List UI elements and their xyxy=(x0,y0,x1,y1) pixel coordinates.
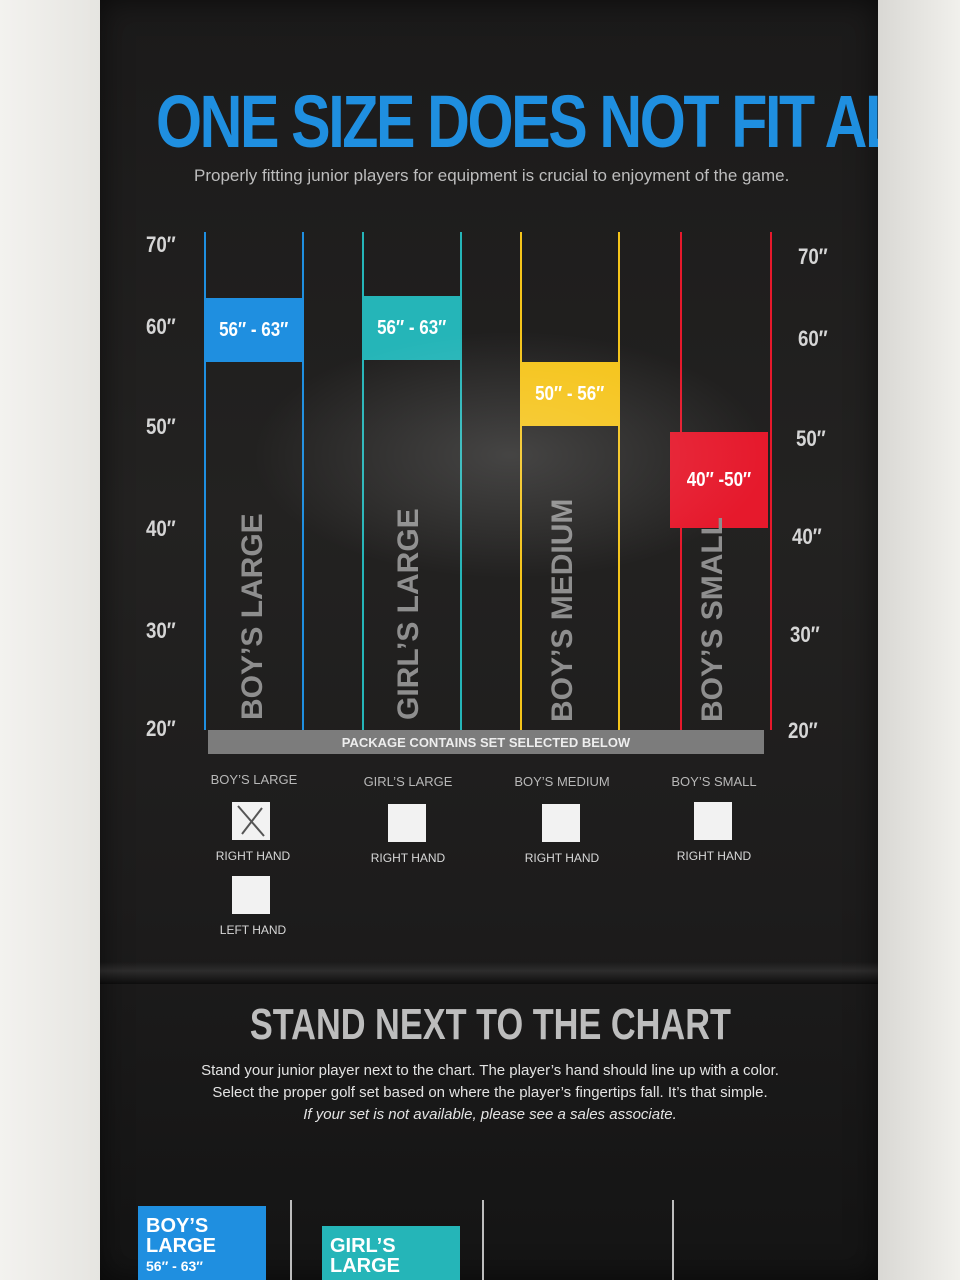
bottom-tab-girls-large-line2: LARGE xyxy=(330,1255,400,1277)
girls-large-right-hand-checkbox[interactable] xyxy=(388,804,426,842)
girls-large-range: 56″ - 63″ xyxy=(362,296,462,360)
stand-line-3: If your set is not available, please see… xyxy=(303,1106,677,1123)
left-tick-50: 50″ xyxy=(146,414,176,439)
right-tick-30: 30″ xyxy=(790,622,820,647)
boys-small-range-text: 40″ -50″ xyxy=(686,468,752,491)
left-tick-70: 70″ xyxy=(146,232,176,257)
right-tick-70: 70″ xyxy=(798,244,828,269)
right-tick-40: 40″ xyxy=(792,524,822,549)
boys-large-left-hand-checkbox[interactable] xyxy=(232,876,270,914)
package-bar: PACKAGE CONTAINS SET SELECTED BELOW xyxy=(208,730,764,754)
girls-large-right-hand-label: RIGHT HAND xyxy=(370,851,446,865)
bottom-tab-girls-large: GIRL’S LARGE xyxy=(322,1226,460,1280)
boys-medium-left-line xyxy=(520,232,522,730)
left-tick-60: 60″ xyxy=(146,314,176,339)
boys-medium-right-line xyxy=(618,232,620,730)
boys-large-left-line xyxy=(204,232,206,730)
bottom-tab-boys-large: BOY’S LARGE 56″ - 63″ xyxy=(138,1206,266,1280)
boys-medium-label: BOY’S MEDIUM xyxy=(546,498,579,722)
right-tick-60: 60″ xyxy=(798,326,828,351)
right-tick-20: 20″ xyxy=(788,718,818,743)
bottom-divider-2 xyxy=(482,1200,484,1280)
boys-medium-range: 50″ - 56″ xyxy=(520,362,620,426)
bottom-tab-boys-large-line3: 56″ - 63″ xyxy=(146,1258,203,1274)
bottom-divider-3 xyxy=(672,1200,674,1280)
box-crease xyxy=(100,962,878,984)
option-label-boys-medium: BOY’S MEDIUM xyxy=(514,774,610,789)
boys-small-right-hand-label: RIGHT HAND xyxy=(676,849,752,863)
bottom-tab-girls-large-line1: GIRL’S xyxy=(330,1235,396,1257)
boys-medium-right-hand-label: RIGHT HAND xyxy=(524,851,600,865)
boys-large-right-hand-checkbox[interactable] xyxy=(232,802,270,840)
girls-large-right-line xyxy=(460,232,462,730)
left-tick-40: 40″ xyxy=(146,516,176,541)
boys-small-range: 40″ -50″ xyxy=(670,432,768,528)
left-tick-20: 20″ xyxy=(146,716,176,741)
bottom-divider-1 xyxy=(290,1200,292,1280)
boys-large-left-hand-label: LEFT HAND xyxy=(219,923,287,937)
boys-large-label: BOY’S LARGE xyxy=(236,513,269,720)
option-label-boys-large: BOY’S LARGE xyxy=(210,772,298,787)
stand-title: STAND NEXT TO THE CHART xyxy=(160,1000,820,1050)
subline: Properly fitting junior players for equi… xyxy=(194,166,790,185)
option-label-girls-large: GIRL’S LARGE xyxy=(363,774,453,789)
bottom-tab-boys-large-line1: BOY’S xyxy=(146,1215,209,1237)
stand-line-2: Select the proper golf set based on wher… xyxy=(212,1084,768,1101)
boys-large-right-line xyxy=(302,232,304,730)
stand-line-1: Stand your junior player next to the cha… xyxy=(201,1062,779,1079)
boys-small-label: BOY’S SMALL xyxy=(696,516,729,722)
girls-large-label: GIRL’S LARGE xyxy=(392,508,425,720)
girls-large-range-text: 56″ - 63″ xyxy=(377,316,447,339)
left-tick-30: 30″ xyxy=(146,618,176,643)
headline: ONE SIZE DOES NOT FIT ALL xyxy=(156,80,878,163)
product-box: ONE SIZE DOES NOT FIT ALL Properly fitti… xyxy=(100,0,878,1280)
option-label-boys-small: BOY’S SMALL xyxy=(671,774,757,789)
boys-medium-range-text: 50″ - 56″ xyxy=(535,382,605,405)
x-mark-icon xyxy=(237,805,265,837)
boys-large-right-hand-label: RIGHT HAND xyxy=(215,849,291,863)
boys-large-range-text: 56″ - 63″ xyxy=(219,318,289,341)
right-tick-50: 50″ xyxy=(796,426,826,451)
wall-right xyxy=(878,0,960,1280)
girls-large-left-line xyxy=(362,232,364,730)
boys-medium-right-hand-checkbox[interactable] xyxy=(542,804,580,842)
stand-title-text: STAND NEXT TO THE CHART xyxy=(249,1000,731,1049)
boys-small-right-hand-checkbox[interactable] xyxy=(694,802,732,840)
boys-small-right-line xyxy=(770,232,772,730)
wall-left xyxy=(0,0,100,1280)
boys-large-range: 56″ - 63″ xyxy=(204,298,304,362)
bottom-tab-boys-large-line2: LARGE xyxy=(146,1235,216,1257)
